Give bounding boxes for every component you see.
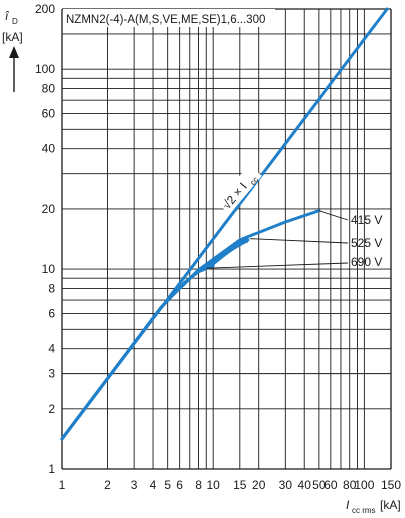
x-axis-unit: [kA] <box>380 498 401 512</box>
curves <box>60 7 389 441</box>
grid <box>61 8 392 470</box>
y-tick-label: 8 <box>48 281 55 295</box>
series-labels: 415 V 525 V 690 V <box>351 213 382 269</box>
x-tick-label: 30 <box>279 478 293 492</box>
y-tick-label: 20 <box>42 202 56 216</box>
y-tick-label: 1 <box>48 462 55 476</box>
y-tick-label: 100 <box>35 62 55 76</box>
title-background <box>63 9 275 27</box>
y-tick-label: 200 <box>35 2 55 16</box>
series-curve-415v <box>60 209 321 441</box>
series-curve-690v <box>60 264 215 441</box>
y-tick-label: 4 <box>48 342 55 356</box>
reference-label-background <box>216 164 262 215</box>
x-tick-label: 60 <box>324 478 338 492</box>
x-axis-label: I cc rms [kA] <box>346 498 401 515</box>
x-tick-label: 3 <box>131 478 138 492</box>
y-tick-label: 80 <box>42 82 56 96</box>
y-axis-label: î D [kA] <box>2 9 23 92</box>
x-tick-label: 150 <box>381 478 401 492</box>
leader-690v <box>206 262 349 269</box>
x-tick-label: 20 <box>252 478 266 492</box>
series-label-525v: 525 V <box>351 236 382 250</box>
y-axis-symbol: î <box>5 9 10 23</box>
x-tick-label: 10 <box>207 478 221 492</box>
y-tick-label: 6 <box>48 306 55 320</box>
x-tick-label: 6 <box>176 478 183 492</box>
leader-lines <box>206 210 349 269</box>
y-axis-subscript: D <box>12 17 18 26</box>
chart-title: NZMN2(-4)-A(M,S,VE,ME,SE)1,6...300 <box>66 14 265 26</box>
x-axis-subscript: cc rms <box>352 506 376 515</box>
x-tick-label: 1 <box>59 478 66 492</box>
y-tick-label: 40 <box>42 142 56 156</box>
x-tick-label: 40 <box>298 478 312 492</box>
series-label-690v: 690 V <box>351 255 382 269</box>
reference-label-subscript: cc <box>248 175 260 187</box>
x-tick-label: 100 <box>354 478 374 492</box>
x-tick-label: 80 <box>343 478 357 492</box>
y-tick-label: 3 <box>48 367 55 381</box>
x-tick-label: 2 <box>104 478 111 492</box>
x-tick-label: 15 <box>233 478 247 492</box>
y-tick-label: 10 <box>42 262 56 276</box>
x-tick-label: 4 <box>150 478 157 492</box>
x-axis-symbol: I <box>346 498 350 512</box>
series-label-415v: 415 V <box>351 213 382 227</box>
leader-415v <box>318 210 349 221</box>
x-tick-label: 50 <box>312 478 326 492</box>
y-tick-label: 2 <box>48 402 55 416</box>
x-tick-label: 8 <box>195 478 202 492</box>
y-tick-label: 60 <box>42 107 56 121</box>
x-tick-label: 5 <box>164 478 171 492</box>
up-arrow-icon <box>9 46 19 92</box>
leader-525v <box>249 238 349 244</box>
y-axis-unit: [kA] <box>2 30 23 44</box>
